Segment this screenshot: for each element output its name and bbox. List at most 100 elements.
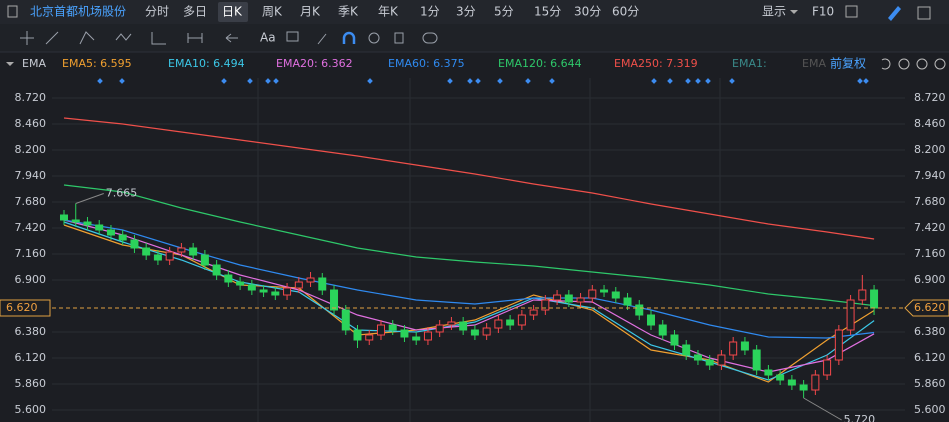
event-marker[interactable]	[863, 78, 869, 84]
toolbar-bg	[0, 0, 949, 24]
tool-cross[interactable]	[20, 31, 34, 45]
v-grid	[257, 78, 721, 422]
tab[interactable]: 月K	[300, 5, 321, 19]
candle-body	[236, 281, 245, 286]
stock-name[interactable]: 北京首都机场股份	[30, 5, 126, 19]
candle-body	[776, 374, 785, 381]
candle-body	[118, 234, 127, 241]
candle-body	[95, 224, 104, 231]
candle-body	[588, 289, 597, 299]
event-marker[interactable]	[273, 78, 279, 84]
checkbox[interactable]	[845, 5, 858, 18]
event-marker[interactable]	[705, 78, 711, 84]
candle-body	[623, 297, 632, 306]
candle-body	[553, 294, 562, 301]
event-marker[interactable]	[667, 78, 673, 84]
reset[interactable]	[881, 58, 891, 70]
candle-body	[870, 289, 879, 309]
candle-body	[658, 324, 667, 336]
event-marker[interactable]	[97, 78, 103, 84]
event-marker[interactable]	[447, 78, 453, 84]
tool-magnet[interactable]	[342, 31, 356, 44]
icon[interactable]	[917, 6, 931, 20]
event-marker[interactable]	[221, 78, 227, 84]
tool-eye[interactable]	[368, 32, 380, 44]
y-tick-label-right: 7.940	[914, 169, 946, 182]
event-marker[interactable]	[467, 78, 473, 84]
event-marker[interactable]	[247, 78, 253, 84]
candle-body	[294, 281, 303, 289]
caret	[790, 10, 798, 14]
event-marker[interactable]	[367, 78, 373, 84]
candle-body	[106, 229, 115, 236]
toolbar2-bg	[0, 24, 949, 52]
tool-poly[interactable]	[79, 31, 95, 45]
candle-body	[153, 254, 162, 261]
candle-body	[341, 309, 350, 331]
tool-erase[interactable]	[317, 33, 327, 45]
tool-fib[interactable]	[151, 32, 166, 45]
candle-body	[165, 251, 174, 261]
text-tool[interactable]: Aa	[260, 31, 276, 45]
y-tick-label-right: 6.380	[914, 325, 946, 338]
event-marker[interactable]	[525, 78, 531, 84]
event-marker[interactable]	[857, 78, 863, 84]
adjust[interactable]: 前复权	[830, 56, 866, 71]
candle-body	[564, 294, 573, 303]
candle-body	[400, 329, 409, 338]
tool-arrow[interactable]	[225, 33, 238, 43]
active-tab-bg	[218, 2, 248, 22]
y-tick-label: 7.420	[15, 221, 47, 234]
tab[interactable]: 多日	[183, 5, 207, 19]
candle-body	[670, 334, 679, 346]
tool-toggle[interactable]	[422, 32, 438, 44]
pen-icon[interactable]	[888, 6, 901, 21]
event-marker[interactable]	[695, 78, 701, 84]
zoom-in[interactable]	[898, 58, 910, 70]
indicator-name: EMA	[22, 57, 46, 70]
event-marker[interactable]	[651, 78, 657, 84]
candle-body	[200, 254, 209, 266]
tab[interactable]: 季K	[338, 5, 359, 19]
candle-body	[447, 321, 456, 326]
display[interactable]: 显示	[762, 5, 786, 19]
event-marker[interactable]	[549, 78, 555, 84]
candle-body	[787, 379, 796, 386]
tool-range[interactable]	[187, 33, 203, 43]
candle-body	[717, 354, 726, 366]
zoom-out[interactable]	[916, 58, 928, 70]
candle-body	[517, 314, 526, 326]
tab[interactable]: 分时	[145, 5, 169, 19]
candle-body	[177, 247, 186, 253]
tool-wave[interactable]	[115, 33, 132, 41]
y-tick-label-right: 6.900	[914, 273, 946, 286]
tab[interactable]: 15分	[534, 5, 561, 19]
tab[interactable]: 年K	[378, 5, 399, 19]
candle-body	[71, 219, 80, 223]
candle-body	[271, 291, 280, 296]
candle-body	[740, 341, 749, 351]
candle-body	[576, 297, 585, 303]
event-marker[interactable]	[497, 78, 503, 84]
tab[interactable]: 周K	[262, 5, 283, 19]
tab[interactable]: 3分	[456, 5, 476, 19]
event-marker[interactable]	[119, 78, 125, 84]
event-marker[interactable]	[265, 78, 271, 84]
tool-trash[interactable]	[394, 32, 404, 44]
event-marker[interactable]	[475, 78, 481, 84]
event-marker[interactable]	[685, 78, 691, 84]
icon[interactable]	[7, 5, 18, 18]
y-tick-label: 8.460	[15, 117, 47, 130]
settings[interactable]	[934, 58, 946, 70]
candle-body	[635, 304, 644, 316]
tool-note[interactable]	[286, 31, 299, 42]
tab[interactable]: 60分	[612, 5, 639, 19]
tab[interactable]: 5分	[494, 5, 514, 19]
tool-line[interactable]	[45, 31, 59, 45]
event-marker[interactable]	[729, 78, 735, 84]
tab[interactable]: 日K	[222, 5, 243, 19]
tab[interactable]: 30分	[574, 5, 601, 19]
f10[interactable]: F10	[812, 5, 834, 19]
tab[interactable]: 1分	[420, 5, 440, 19]
